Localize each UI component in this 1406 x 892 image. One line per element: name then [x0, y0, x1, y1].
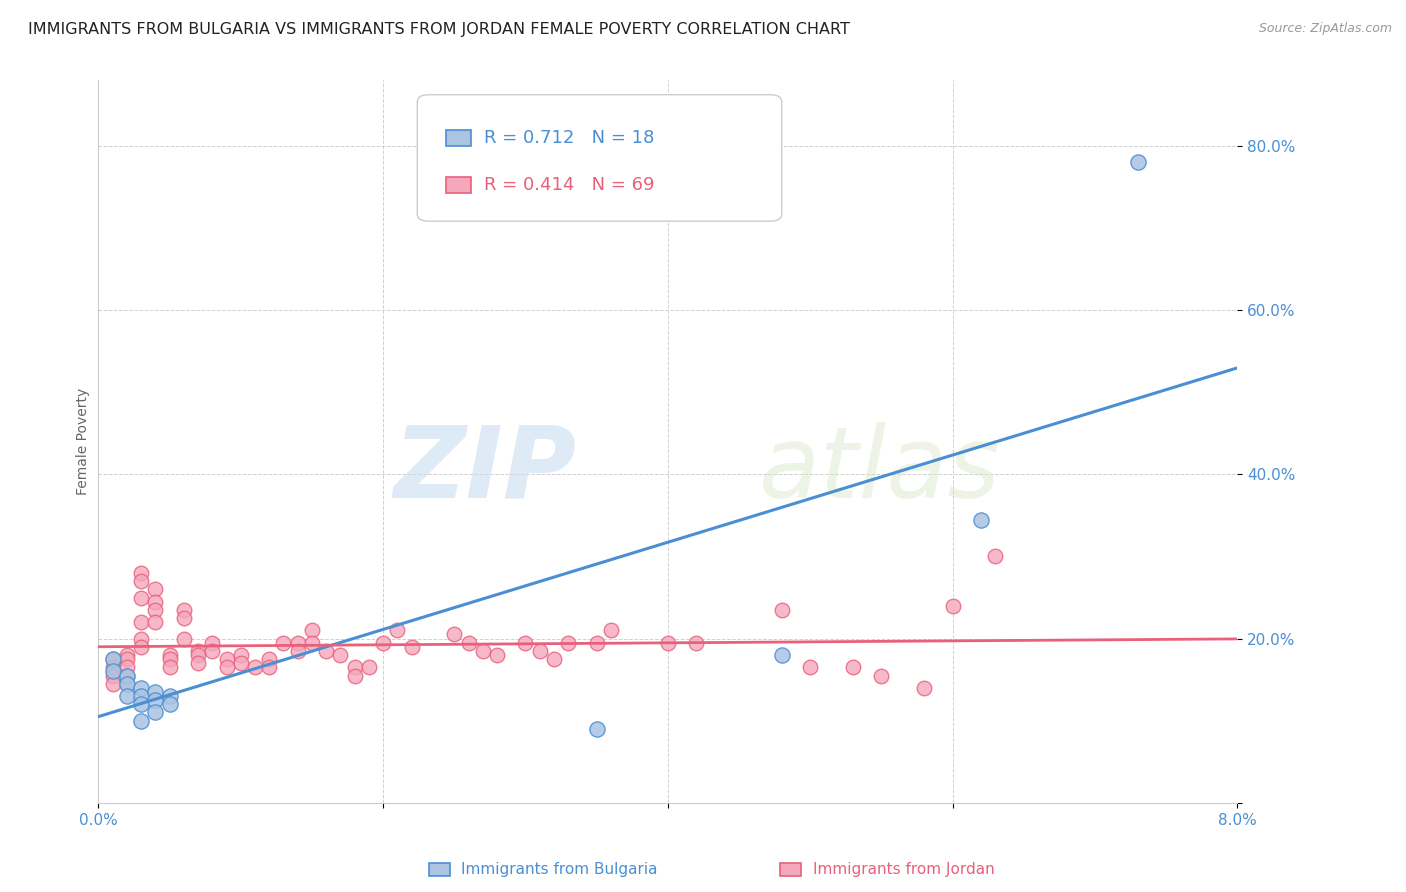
- Point: [115, 648, 138, 662]
- Y-axis label: Female Poverty: Female Poverty: [76, 388, 90, 495]
- Point: [273, 636, 295, 650]
- Point: [357, 660, 380, 674]
- Point: [173, 603, 195, 617]
- Point: [101, 652, 124, 666]
- Point: [259, 660, 281, 674]
- Point: [557, 636, 579, 650]
- Point: [129, 689, 152, 703]
- Text: R = 0.414   N = 69: R = 0.414 N = 69: [485, 176, 655, 194]
- Point: [471, 644, 494, 658]
- Point: [229, 657, 252, 671]
- Point: [984, 549, 1007, 564]
- Text: Immigrants from Bulgaria: Immigrants from Bulgaria: [461, 863, 658, 877]
- Point: [173, 611, 195, 625]
- Text: IMMIGRANTS FROM BULGARIA VS IMMIGRANTS FROM JORDAN FEMALE POVERTY CORRELATION CH: IMMIGRANTS FROM BULGARIA VS IMMIGRANTS F…: [28, 22, 851, 37]
- Point: [329, 648, 352, 662]
- Point: [543, 652, 565, 666]
- Point: [301, 624, 323, 638]
- Point: [515, 636, 537, 650]
- Point: [600, 624, 623, 638]
- Text: Immigrants from Jordan: Immigrants from Jordan: [813, 863, 994, 877]
- Point: [215, 660, 238, 674]
- Point: [115, 689, 138, 703]
- Point: [187, 657, 209, 671]
- Point: [129, 574, 152, 588]
- Point: [770, 648, 793, 662]
- Point: [101, 665, 124, 679]
- Point: [457, 636, 479, 650]
- Point: [315, 644, 337, 658]
- Point: [101, 668, 124, 682]
- Point: [129, 698, 152, 712]
- Point: [159, 689, 181, 703]
- Point: [770, 603, 793, 617]
- Point: [115, 668, 138, 682]
- Point: [159, 698, 181, 712]
- Point: [970, 512, 993, 526]
- Point: [145, 615, 167, 630]
- Point: [129, 640, 152, 654]
- Point: [101, 677, 124, 691]
- Point: [287, 636, 309, 650]
- Point: [129, 632, 152, 646]
- Point: [145, 693, 167, 707]
- Point: [371, 636, 394, 650]
- Point: [145, 582, 167, 597]
- Point: [159, 660, 181, 674]
- Point: [243, 660, 266, 674]
- Point: [129, 681, 152, 695]
- Text: atlas: atlas: [759, 422, 1001, 519]
- Point: [259, 652, 281, 666]
- Text: Source: ZipAtlas.com: Source: ZipAtlas.com: [1258, 22, 1392, 36]
- Point: [101, 660, 124, 674]
- Point: [657, 636, 679, 650]
- Point: [685, 636, 707, 650]
- Point: [201, 644, 224, 658]
- Point: [343, 668, 366, 682]
- Point: [215, 652, 238, 666]
- Point: [870, 668, 893, 682]
- Point: [443, 627, 465, 641]
- Point: [101, 652, 124, 666]
- Point: [842, 660, 865, 674]
- Point: [301, 636, 323, 650]
- Point: [115, 652, 138, 666]
- Point: [145, 603, 167, 617]
- Point: [1126, 155, 1149, 169]
- Point: [145, 685, 167, 699]
- Point: [343, 660, 366, 674]
- Point: [145, 594, 167, 608]
- Point: [387, 624, 409, 638]
- Point: [187, 648, 209, 662]
- Point: [201, 636, 224, 650]
- Point: [173, 632, 195, 646]
- Point: [585, 636, 607, 650]
- Point: [115, 677, 138, 691]
- FancyBboxPatch shape: [446, 130, 471, 146]
- Point: [229, 648, 252, 662]
- Point: [159, 652, 181, 666]
- Point: [585, 722, 607, 736]
- Point: [129, 566, 152, 580]
- Text: ZIP: ZIP: [394, 422, 576, 519]
- Point: [129, 591, 152, 605]
- Point: [115, 677, 138, 691]
- FancyBboxPatch shape: [446, 178, 471, 193]
- Point: [942, 599, 965, 613]
- Point: [799, 660, 821, 674]
- Point: [912, 681, 935, 695]
- Point: [287, 644, 309, 658]
- Point: [401, 640, 423, 654]
- Text: R = 0.712   N = 18: R = 0.712 N = 18: [485, 129, 655, 147]
- Point: [115, 660, 138, 674]
- Point: [486, 648, 509, 662]
- Point: [145, 706, 167, 720]
- Point: [529, 644, 551, 658]
- Point: [159, 648, 181, 662]
- FancyBboxPatch shape: [418, 95, 782, 221]
- Point: [129, 615, 152, 630]
- Point: [115, 668, 138, 682]
- Point: [187, 644, 209, 658]
- Point: [129, 714, 152, 728]
